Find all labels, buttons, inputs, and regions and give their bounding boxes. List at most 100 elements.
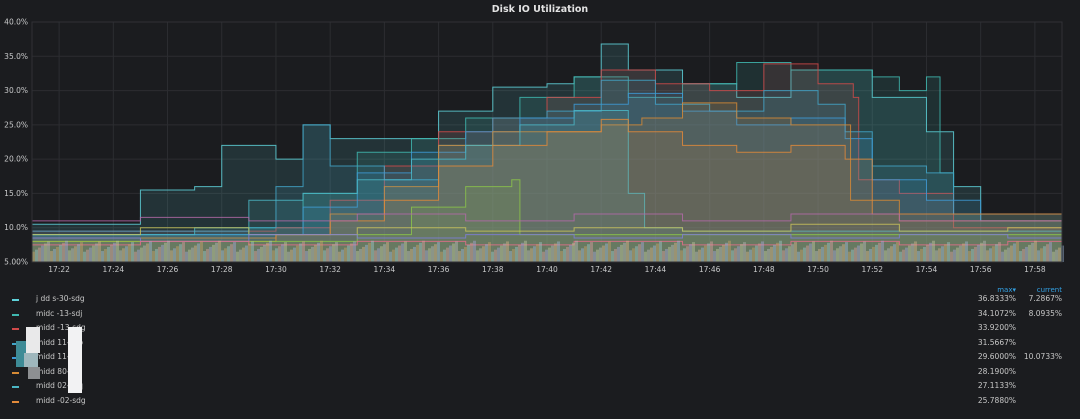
baseline-bar	[317, 242, 320, 262]
baseline-bar	[179, 244, 182, 262]
baseline-bar	[524, 240, 527, 262]
baseline-bar	[440, 251, 443, 262]
baseline-bar	[71, 248, 74, 262]
legend-row[interactable]: midd 80-sdf 28.1900%	[0, 366, 1080, 380]
baseline-bar	[977, 244, 980, 262]
baseline-bar	[833, 250, 836, 262]
baseline-bar	[983, 240, 986, 262]
baseline-bar	[341, 249, 344, 262]
baseline-bar	[914, 241, 917, 262]
baseline-bar	[980, 242, 983, 262]
baseline-bar	[593, 251, 596, 262]
series-area	[32, 102, 1062, 263]
legend-max-value: 29.6000%	[977, 352, 1016, 361]
legend-row[interactable]: midd 11-sdf 29.6000% 10.0733%	[0, 351, 1080, 365]
baseline-bar	[431, 246, 434, 262]
baseline-bar	[509, 251, 512, 262]
legend-max-value: 27.1133%	[977, 381, 1016, 390]
baseline-bar	[158, 246, 161, 262]
baseline-bar	[989, 248, 992, 262]
legend-series-name[interactable]: midd 11-sdp	[36, 337, 83, 347]
baseline-bar	[659, 241, 662, 262]
baseline-bar	[464, 246, 467, 262]
x-tick-label: 17:54	[916, 265, 938, 274]
baseline-bar	[104, 248, 107, 262]
legend-header-max[interactable]: max▾	[997, 286, 1016, 294]
legend-swatch	[12, 342, 19, 345]
baseline-bar	[875, 244, 878, 262]
baseline-bar	[281, 244, 284, 262]
baseline-bar	[35, 249, 38, 262]
legend-series-name[interactable]: midc -13-sdj	[36, 308, 83, 318]
baseline-bar	[401, 243, 404, 262]
x-tick-label: 17:58	[1024, 265, 1046, 274]
baseline-bar	[191, 247, 194, 262]
baseline-bar	[641, 242, 644, 262]
baseline-bar	[77, 244, 80, 262]
baseline-bar	[572, 242, 575, 262]
baseline-bar	[929, 242, 932, 262]
legend-series-name[interactable]: j dd s-30-sdg	[36, 294, 85, 303]
baseline-bar	[560, 251, 563, 262]
baseline-bar	[1004, 249, 1007, 262]
baseline-bar	[1025, 246, 1028, 262]
baseline-bar	[107, 246, 110, 262]
baseline-bar	[971, 248, 974, 262]
baseline-bar	[284, 242, 287, 262]
baseline-bar	[677, 240, 680, 262]
baseline-bar	[776, 242, 779, 262]
baseline-bar	[962, 243, 965, 262]
redaction-block	[68, 327, 82, 393]
baseline-bar	[296, 245, 299, 262]
baseline-bar	[221, 250, 224, 262]
baseline-bar	[749, 249, 752, 262]
baseline-bar	[488, 242, 491, 262]
baseline-bar	[1010, 245, 1013, 262]
x-tick-label: 17:30	[265, 265, 287, 274]
baseline-bar	[986, 250, 989, 262]
legend-series-name[interactable]: midd 11-sdf	[36, 352, 81, 361]
legend-header-current[interactable]: current	[1036, 286, 1062, 294]
baseline-bar	[788, 246, 791, 262]
baseline-bar	[413, 246, 416, 262]
legend-series-name[interactable]: midd 80-sdf	[36, 366, 81, 376]
baseline-bar	[974, 246, 977, 262]
baseline-bar	[332, 244, 335, 262]
baseline-bar	[569, 244, 572, 262]
baseline-bar	[74, 246, 77, 262]
baseline-bar	[614, 248, 617, 262]
baseline-bar	[1058, 247, 1061, 262]
baseline-bar	[578, 250, 581, 262]
legend-row[interactable]: midd 11-sdp 31.5667%	[0, 337, 1080, 351]
legend-row[interactable]: midd -02-sdg 25.7880%	[0, 395, 1080, 409]
baseline-bar	[314, 244, 317, 262]
x-tick-label: 17:22	[48, 265, 70, 274]
legend-row[interactable]: midd -13-sdg 33.9200%	[0, 322, 1080, 336]
x-tick-label: 17:56	[970, 265, 992, 274]
baseline-bar	[482, 246, 485, 262]
legend-max-value: 31.5667%	[977, 337, 1016, 347]
baseline-bar	[638, 244, 641, 262]
series-area	[32, 119, 1062, 262]
baseline-bar	[215, 242, 218, 262]
baseline-bar	[395, 247, 398, 262]
legend-current-value: 7.2867%	[1028, 294, 1062, 303]
baseline-bar	[380, 246, 383, 262]
legend-row[interactable]: midd 02-sdq 27.1133%	[0, 380, 1080, 394]
baseline-bar	[779, 240, 782, 262]
baseline-bar	[500, 245, 503, 262]
y-tick-label: 35.0%	[4, 52, 28, 61]
legend-series-name[interactable]: midd -13-sdg	[36, 323, 86, 332]
x-tick-label: 17:32	[319, 265, 341, 274]
legend-row[interactable]: j dd s-30-sdg 36.8333% 7.2867%	[0, 293, 1080, 307]
baseline-bar	[353, 241, 356, 262]
baseline-bar	[758, 243, 761, 262]
baseline-bar	[746, 251, 749, 262]
x-axis: 17:22 17:24 17:26 17:28 17:30 17:32 17:34 17:36…	[48, 265, 1046, 274]
baseline-bar	[254, 251, 257, 262]
baseline-bar	[476, 250, 479, 262]
legend-series-name[interactable]: midd 02-sdq	[36, 381, 83, 390]
legend-row[interactable]: midc -13-sdj 34.1072% 8.0935%	[0, 308, 1080, 322]
baseline-bar	[137, 249, 140, 262]
legend-series-name[interactable]: midd -02-sdg	[36, 395, 86, 405]
